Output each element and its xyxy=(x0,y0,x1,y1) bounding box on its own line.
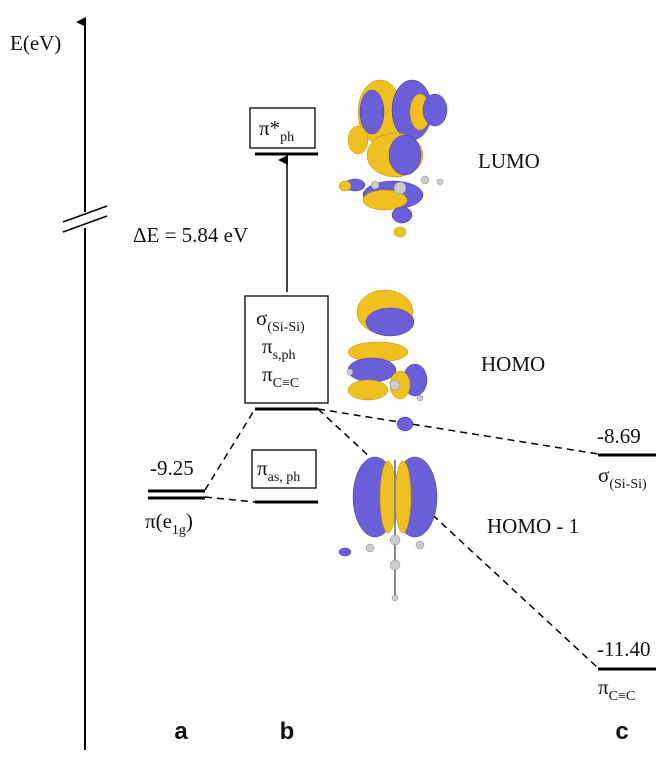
label-base: π xyxy=(262,334,273,358)
label-base: π(e xyxy=(145,509,172,533)
level-label: π(e1g) xyxy=(145,509,193,538)
label-base: π xyxy=(257,456,268,480)
label-sub: 1g xyxy=(172,523,186,538)
label-tail: ) xyxy=(186,509,193,533)
column-label: c xyxy=(615,718,628,745)
label-sub: (Si-Si) xyxy=(267,320,305,335)
label-sub: as, ph xyxy=(268,470,301,485)
connector xyxy=(205,409,255,490)
label-sub: ph xyxy=(280,130,294,145)
axis-label: E(eV) xyxy=(10,31,61,55)
connector xyxy=(318,409,598,454)
level-label: σ(Si-Si) xyxy=(598,463,647,492)
energy-value: -11.40 xyxy=(597,637,650,661)
label-base: π xyxy=(598,675,609,699)
label-base: π* xyxy=(259,116,280,140)
label-base: σ xyxy=(256,306,267,330)
level-label: πC≡C xyxy=(598,675,635,704)
homo1-orbital xyxy=(339,457,437,601)
connector xyxy=(205,497,255,502)
column-label: b xyxy=(280,718,295,745)
orbital-label: HOMO - 1 xyxy=(487,514,579,538)
label-sub: C≡C xyxy=(609,689,636,704)
label-base: π xyxy=(262,362,273,386)
label-sub: C≡C xyxy=(273,376,300,391)
column-label: a xyxy=(174,718,188,745)
label-sub: (Si-Si) xyxy=(609,477,647,492)
orbital-label: HOMO xyxy=(481,352,545,376)
label-sub: s,ph xyxy=(273,348,296,363)
homo-orbital xyxy=(347,290,427,431)
energy-value: -8.69 xyxy=(597,424,641,448)
orbital-label: LUMO xyxy=(478,149,540,173)
label-base: σ xyxy=(598,463,609,487)
lumo-orbital xyxy=(339,80,447,237)
mo-diagram: E(eV) -9.25 π(e1g) π*ph ΔE = 5.84 eV σ(S… xyxy=(0,0,663,763)
energy-value: -9.25 xyxy=(150,456,194,480)
gap-label: ΔE = 5.84 eV xyxy=(133,223,248,247)
